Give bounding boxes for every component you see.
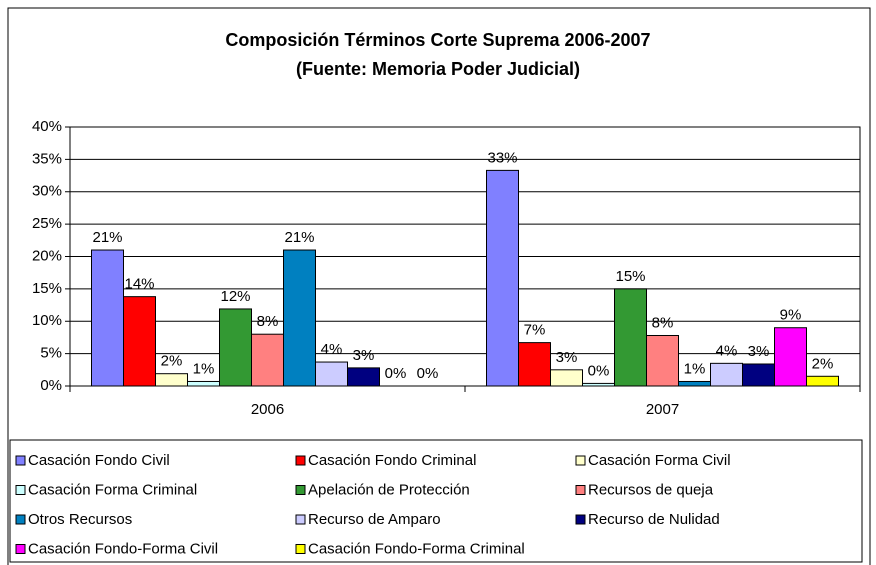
y-tick-label: 15% xyxy=(32,280,62,297)
legend-label: Casación Fondo-Forma Criminal xyxy=(308,540,525,557)
bar xyxy=(187,380,220,387)
y-tick-label: 0% xyxy=(40,377,62,394)
y-tick-label: 10% xyxy=(32,312,62,329)
bar xyxy=(774,327,807,387)
bar xyxy=(347,367,380,387)
value-label: 7% xyxy=(524,322,546,339)
bar xyxy=(251,333,284,387)
y-tick-label: 25% xyxy=(32,215,62,232)
legend-swatch xyxy=(575,485,586,495)
legend-swatch xyxy=(15,514,26,525)
value-label: 0% xyxy=(385,365,407,382)
value-label: 8% xyxy=(257,313,279,330)
legend-label: Casación Forma Civil xyxy=(588,452,731,469)
value-label: 33% xyxy=(487,149,517,166)
bar xyxy=(742,363,775,387)
legend-box xyxy=(9,439,863,563)
bar xyxy=(806,375,839,387)
legend-label: Recurso de Nulidad xyxy=(588,511,720,528)
legend-swatch xyxy=(295,485,306,495)
legend-label: Casación Fondo Civil xyxy=(28,452,170,469)
legend-label: Casación Fondo Criminal xyxy=(308,452,476,469)
value-label: 15% xyxy=(615,268,645,285)
bar xyxy=(646,334,679,387)
bar xyxy=(486,169,519,387)
legend-swatch xyxy=(295,544,306,554)
bar xyxy=(678,380,711,387)
bar xyxy=(123,296,156,387)
bar xyxy=(315,361,348,387)
bar xyxy=(283,249,316,387)
legend-swatch xyxy=(295,514,306,525)
bar xyxy=(582,382,615,387)
legend-swatch xyxy=(575,514,586,525)
y-tick-label: 5% xyxy=(40,345,62,362)
x-tick-label: 2007 xyxy=(646,401,679,418)
value-label: 14% xyxy=(124,276,154,293)
value-label: 21% xyxy=(92,229,122,246)
value-label: 2% xyxy=(812,355,834,372)
bar xyxy=(614,288,647,387)
value-label: 3% xyxy=(556,349,578,366)
legend-swatch xyxy=(575,455,586,466)
legend-label: Recurso de Amparo xyxy=(308,511,441,528)
value-label: 0% xyxy=(417,365,439,382)
bar xyxy=(518,342,551,387)
legend-label: Casación Fondo-Forma Civil xyxy=(28,540,218,557)
legend-label: Casación Forma Criminal xyxy=(28,481,197,498)
value-label: 3% xyxy=(353,347,375,364)
value-label: 12% xyxy=(220,288,250,305)
value-label: 8% xyxy=(652,314,674,331)
bar xyxy=(155,373,188,387)
legend-swatch xyxy=(295,455,306,466)
legend-label: Apelación de Protección xyxy=(308,481,470,498)
value-label: 9% xyxy=(780,307,802,324)
value-label: 1% xyxy=(193,360,215,377)
value-label: 4% xyxy=(716,342,738,359)
chart-frame xyxy=(7,7,871,565)
bar xyxy=(91,249,124,387)
bar xyxy=(550,369,583,387)
chart-title: Composición Términos Corte Suprema 2006-… xyxy=(225,30,650,50)
y-tick-label: 30% xyxy=(32,183,62,200)
bar xyxy=(219,308,252,387)
legend-swatch xyxy=(15,455,26,466)
y-tick-label: 20% xyxy=(32,247,62,264)
legend-swatch xyxy=(15,544,26,554)
y-tick-label: 40% xyxy=(32,118,62,135)
value-label: 0% xyxy=(588,362,610,379)
value-label: 3% xyxy=(748,343,770,360)
legend-swatch xyxy=(15,485,26,495)
value-label: 4% xyxy=(321,341,343,358)
chart-subtitle: (Fuente: Memoria Poder Judicial) xyxy=(296,59,580,79)
bar xyxy=(710,362,743,387)
legend-label: Otros Recursos xyxy=(28,511,132,528)
value-label: 21% xyxy=(284,229,314,246)
x-tick-label: 2006 xyxy=(251,401,284,418)
y-tick-label: 35% xyxy=(32,150,62,167)
value-label: 2% xyxy=(161,353,183,370)
legend-label: Recursos de queja xyxy=(588,481,714,498)
value-label: 1% xyxy=(684,360,706,377)
